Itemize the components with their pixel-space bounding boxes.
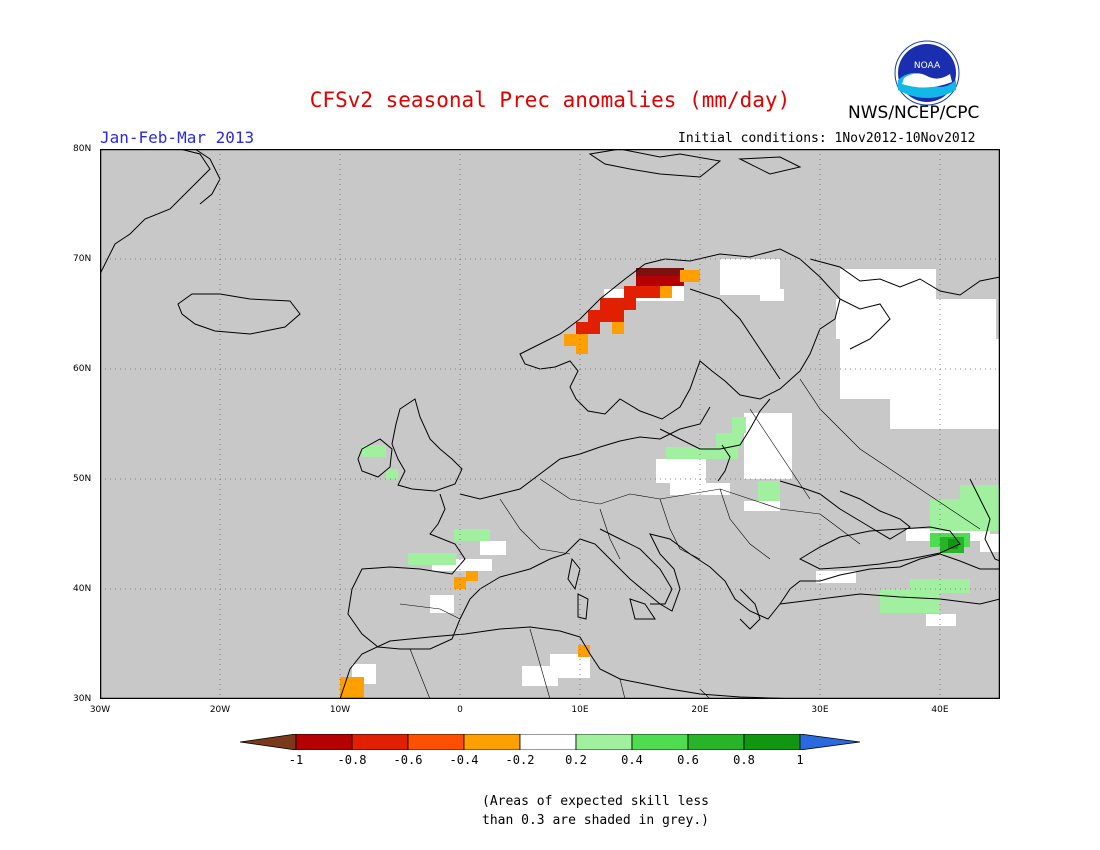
legend-label: 0.2 (565, 753, 587, 767)
legend-label: 0.4 (621, 753, 643, 767)
legend-swatch-minus02-to-02 (519, 734, 577, 750)
lon-label-10e: 10E (571, 705, 589, 715)
white-anomaly-areas (352, 259, 1000, 686)
skill-note-line2: than 0.3 are shaded in grey.) (482, 813, 709, 828)
legend-swatch-below-minus1 (240, 734, 297, 750)
legend-label: -0.8 (337, 753, 367, 767)
lat-label-70n: 70N (73, 254, 92, 264)
legend-label: -1 (288, 753, 304, 767)
legend-swatch-06-to-08 (687, 734, 745, 750)
lon-label-30e: 30E (811, 705, 829, 715)
map-title: CFSv2 seasonal Prec anomalies (mm/day) (309, 88, 791, 112)
green-anomaly-areas (362, 417, 1000, 613)
color-legend (240, 734, 860, 750)
lat-label-40n: 40N (73, 584, 92, 594)
map-background (100, 149, 1000, 699)
lon-label-20w: 20W (209, 705, 231, 715)
borders (399, 378, 981, 699)
legend-label: 0.8 (733, 753, 755, 767)
legend-swatch-minus1-to-minus08 (295, 734, 353, 750)
map-frame (100, 149, 1000, 699)
anomaly-map (100, 149, 1000, 699)
forecast-period: Jan-Feb-Mar 2013 (100, 128, 255, 147)
lat-label-30n: 30N (73, 694, 92, 704)
lon-label-20e: 20E (691, 705, 709, 715)
legend-label: -0.6 (393, 753, 423, 767)
lat-label-60n: 60N (73, 364, 92, 374)
legend-label: -0.2 (505, 753, 535, 767)
legend-label: 0.6 (677, 753, 699, 767)
legend-label: 1 (796, 753, 804, 767)
skill-note-line1: (Areas of expected skill less (482, 794, 709, 809)
lon-label-10w: 10W (329, 705, 351, 715)
organization-label: NWS/NCEP/CPC (848, 103, 980, 123)
lat-label-50n: 50N (73, 474, 92, 484)
legend-swatch-04-to-06 (631, 734, 689, 750)
initial-conditions: Initial conditions: 1Nov2012-10Nov2012 (678, 131, 976, 146)
skill-note: (Areas of expected skill less than 0.3 a… (482, 792, 709, 830)
lat-label-80n: 80N (73, 144, 92, 154)
lon-label-0: 0 (457, 705, 463, 715)
legend-swatch-above-1 (799, 734, 860, 750)
legend-swatch-minus04-to-minus02 (463, 734, 521, 750)
legend-label: -0.4 (449, 753, 479, 767)
legend-swatch-minus08-to-minus06 (351, 734, 409, 750)
grid-lines (100, 149, 1000, 699)
lon-label-30w: 30W (89, 705, 111, 715)
negative-anomaly-areas (340, 268, 700, 699)
coastlines (100, 149, 1000, 699)
legend-swatch-08-to-1 (743, 734, 801, 750)
legend-swatch-minus06-to-minus04 (407, 734, 465, 750)
legend-swatch-02-to-04 (575, 734, 633, 750)
lon-label-40e: 40E (931, 705, 949, 715)
noaa-logo-text: NOAA (914, 61, 941, 71)
noaa-logo: NOAA (894, 40, 960, 106)
